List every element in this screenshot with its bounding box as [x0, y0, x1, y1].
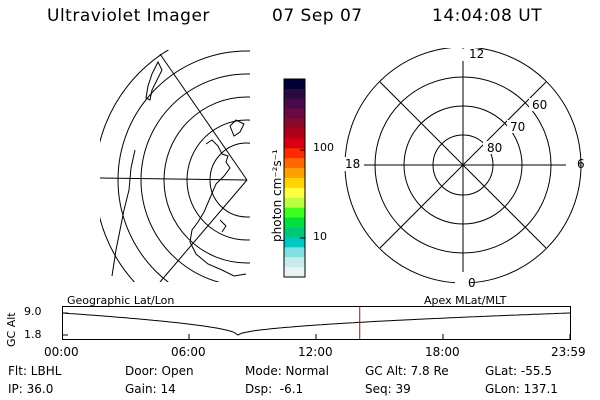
- status-glat: GLat: -55.5: [485, 364, 552, 378]
- colorbar-unit-label: photon cm⁻²s⁻¹: [270, 149, 284, 242]
- colorbar-segment: [284, 148, 305, 159]
- coastline: [189, 139, 247, 277]
- meridian-line: [100, 177, 248, 181]
- colorbar-tick: 10: [313, 230, 327, 243]
- mlat-label-80: 80: [487, 141, 503, 155]
- altitude-tick: 9.0: [24, 305, 42, 318]
- polar-plot: [342, 48, 582, 286]
- lat-circle: [209, 142, 250, 218]
- status-ip: IP: 36.0: [8, 382, 54, 396]
- time-tick: 00:00: [44, 345, 79, 359]
- altitude-axis-label: GC Alt: [5, 312, 18, 347]
- status-dsp: Dsp: -6.1: [245, 382, 304, 396]
- apex-label: Apex MLat/MLT: [424, 294, 507, 307]
- altitude-tick: 1.8: [24, 328, 42, 341]
- mlt-line: [379, 81, 547, 249]
- colorbar-segment: [284, 187, 305, 199]
- meridian-line: [159, 179, 248, 282]
- colorbar-segment: [284, 138, 305, 149]
- observation-date: 07 Sep 07: [272, 6, 363, 26]
- colorbar-segment: [284, 247, 305, 258]
- mlat-label-60: 60: [532, 98, 548, 112]
- colorbar-segment: [284, 158, 305, 169]
- coastline: [219, 219, 227, 233]
- orbit-timeline: [62, 306, 571, 340]
- colorbar-segment: [284, 217, 305, 228]
- colorbar-segment: [284, 267, 305, 278]
- meridian-line: [159, 53, 248, 181]
- lat-circle: [186, 119, 250, 241]
- colorbar-tick: 100: [313, 141, 334, 154]
- colorbar-segment: [284, 168, 305, 179]
- status-mode: Mode: Normal: [245, 364, 329, 378]
- colorbar-segment: [284, 237, 305, 248]
- lat-circle: [163, 96, 250, 264]
- mlt-label-0: 0: [468, 276, 476, 290]
- colorbar: [283, 78, 306, 278]
- colorbar-segment: [284, 79, 305, 90]
- instrument-title: Ultraviolet Imager: [47, 6, 210, 26]
- colorbar-segment: [284, 88, 305, 100]
- coastline: [111, 149, 136, 277]
- lat-circle: [140, 73, 250, 282]
- time-tick: 06:00: [171, 345, 206, 359]
- colorbar-segment: [284, 207, 305, 219]
- colorbar-segment: [284, 98, 305, 110]
- coastline: [229, 119, 245, 137]
- colorbar-segment: [284, 197, 305, 209]
- colorbar-segment: [284, 178, 305, 189]
- mlat-label-70: 70: [510, 120, 526, 134]
- status-gc-alt: GC Alt: 7.8 Re: [365, 364, 449, 378]
- lat-circle: [117, 50, 250, 282]
- geographic-label: Geographic Lat/Lon: [67, 294, 175, 307]
- geographic-map: [100, 50, 250, 282]
- status-gain: Gain: 14: [125, 382, 176, 396]
- lat-circle: [100, 50, 170, 282]
- colorbar-segment: [284, 128, 305, 139]
- colorbar-segment: [284, 118, 305, 129]
- mlt-label-12: 12: [469, 47, 485, 61]
- status-door: Door: Open: [125, 364, 194, 378]
- colorbar-segment: [284, 257, 305, 268]
- altitude-curve: [62, 312, 571, 336]
- mlt-label-6: 6: [577, 157, 585, 171]
- time-tick: 23:59: [551, 345, 586, 359]
- status-glon: GLon: 137.1: [485, 382, 558, 396]
- colorbar-segment: [284, 227, 305, 238]
- coastline: [145, 60, 163, 101]
- time-tick: 12:00: [298, 345, 333, 359]
- time-tick: 18:00: [425, 345, 460, 359]
- mlt-label-18: 18: [345, 157, 361, 171]
- observation-time: 14:04:08 UT: [432, 6, 543, 26]
- status-seq: Seq: 39: [365, 382, 411, 396]
- colorbar-segment: [284, 108, 305, 120]
- status-filter: Flt: LBHL: [8, 364, 62, 378]
